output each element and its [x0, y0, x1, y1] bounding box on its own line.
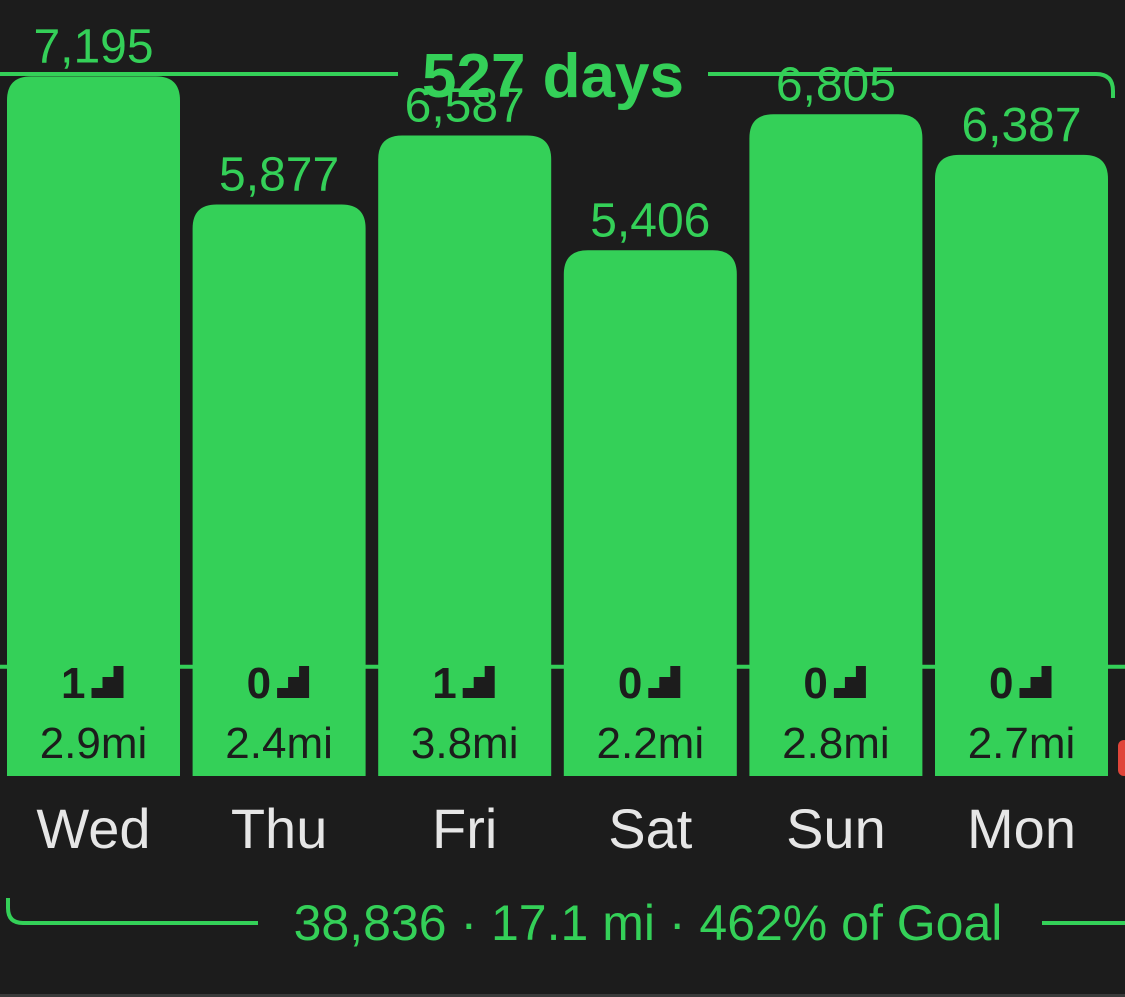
day-label: Thu [231, 797, 328, 860]
bar-distance-label: 2.2mi [597, 719, 705, 768]
floors-count: 0 [247, 659, 271, 708]
bar-distance-label: 3.8mi [411, 719, 519, 768]
bar-value-label: 5,877 [219, 149, 339, 202]
bar-wed [7, 76, 180, 777]
day-label: Mon [967, 797, 1076, 860]
floors-count: 0 [989, 659, 1013, 708]
day-label: Fri [432, 797, 497, 860]
streak-label: 527 days [422, 42, 684, 111]
streak-bracket-right [708, 72, 1115, 98]
stairs-icon [462, 666, 495, 698]
floors-count: 1 [61, 659, 85, 708]
day-label: Sat [608, 797, 692, 860]
bar-distance-label: 2.4mi [225, 719, 333, 768]
day-label: Sun [786, 797, 886, 860]
floors-indicator: 1 [61, 659, 124, 708]
bottom-divider [0, 994, 1125, 997]
bar-fri [378, 135, 552, 776]
bar-sun [749, 114, 923, 777]
next-day-bar-edge [1118, 740, 1125, 776]
bar-mon [935, 154, 1108, 776]
bar-distance-label: 2.7mi [968, 719, 1076, 768]
floors-count: 0 [618, 659, 642, 708]
stairs-icon [1019, 666, 1052, 698]
bar-value-label: 6,587 [405, 79, 525, 132]
bars-group: 7,195 1 2.9mi Wed 5,877 0 2.4mi Thu 6,587 1 3.8mi F… [7, 20, 1108, 860]
floors-indicator: 0 [247, 659, 310, 708]
floors-indicator: 1 [432, 659, 495, 708]
stairs-icon [277, 666, 310, 698]
bar-distance-label: 2.9mi [40, 719, 148, 768]
stairs-icon [648, 666, 681, 698]
bar-value-label: 6,387 [961, 99, 1081, 152]
floors-count: 1 [432, 659, 456, 708]
floors-count: 0 [803, 659, 827, 708]
bar-sat [563, 250, 737, 776]
summary-label: 38,836 · 17.1 mi · 462% of Goal [294, 895, 1003, 951]
floors-indicator: 0 [618, 659, 681, 708]
summary-bracket-left [6, 898, 258, 925]
stairs-icon [833, 666, 866, 698]
bar-value-label: 7,195 [33, 20, 153, 73]
bar-thu [192, 204, 366, 776]
bar-value-label: 6,805 [776, 58, 896, 111]
bar-value-label: 5,406 [590, 194, 710, 247]
floors-indicator: 0 [803, 659, 866, 708]
bar-distance-label: 2.8mi [782, 719, 890, 768]
stairs-icon [91, 666, 124, 698]
day-label: Wed [36, 797, 150, 860]
floors-indicator: 0 [989, 659, 1052, 708]
